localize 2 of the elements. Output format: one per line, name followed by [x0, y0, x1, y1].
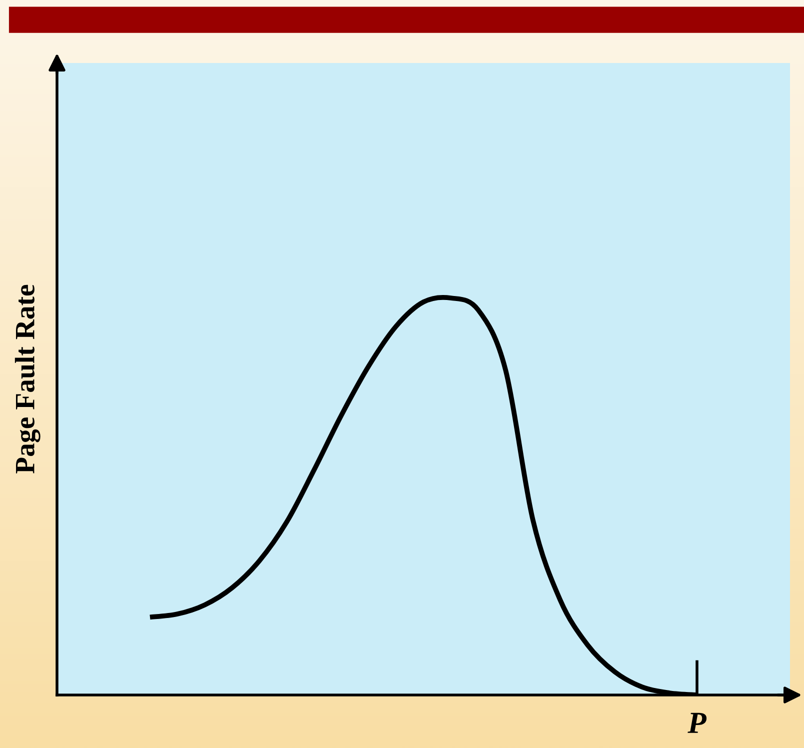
y-axis-title: Page Fault Rate: [14, 284, 40, 474]
text: P: [688, 712, 707, 733]
